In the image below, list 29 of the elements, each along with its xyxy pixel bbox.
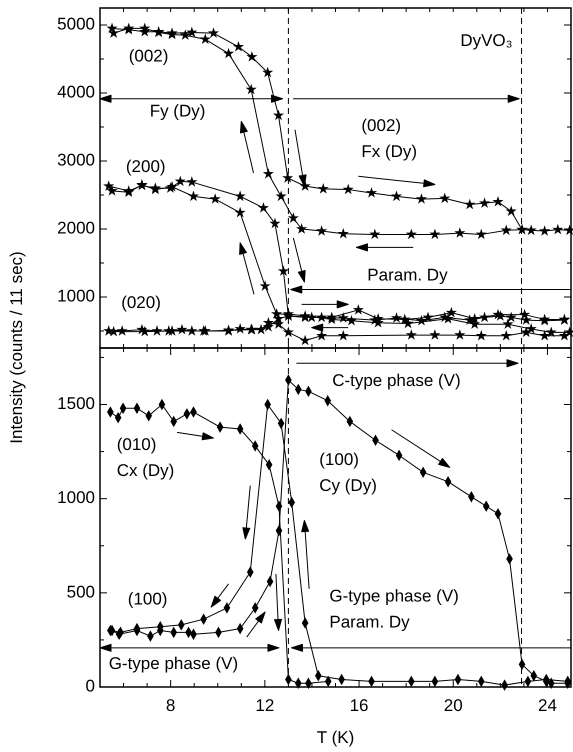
annotation: Fy (Dy) (150, 102, 206, 122)
x-axis-title: T (K) (316, 728, 354, 747)
y-tick-label: 5000 (57, 14, 95, 34)
annotation: (200) (126, 157, 166, 176)
annotation: (002) Fx (Dy) (361, 116, 418, 162)
x-tick-label: 12 (255, 696, 274, 715)
annotation: G-type phase (V) (108, 654, 238, 674)
annotation: C-type phase (V) (332, 371, 461, 390)
y-tick-label: 1500 (57, 394, 95, 413)
annotation: (100) Cy (Dy) (319, 450, 377, 496)
y-tick-label: 1000 (57, 286, 95, 306)
y-tick-label: 4000 (57, 82, 95, 102)
y-tick-label: 3000 (57, 150, 95, 170)
x-tick-label: 16 (350, 696, 369, 715)
annotation: DyVO₃ (460, 31, 513, 50)
y-tick-label: 500 (66, 582, 95, 602)
annotation: (100) (128, 590, 168, 609)
x-tick-label: 24 (538, 696, 557, 715)
annotation: Param. Dy (367, 266, 448, 286)
x-tick-label: 8 (166, 696, 176, 715)
annotation: (010) Cx (Dy) (116, 435, 174, 480)
x-tick-label: 20 (444, 696, 463, 715)
y-axis-title: Intensity (counts / 11 sec) (7, 251, 26, 444)
y-tick-label: 0 (86, 676, 95, 696)
y-tick-label: 1000 (57, 488, 95, 508)
y-tick-label: 2000 (57, 218, 95, 238)
annotation: G-type phase (V) Param. Dy (329, 587, 459, 632)
annotation: (020) (121, 293, 161, 312)
annotation: (002) (128, 47, 168, 66)
